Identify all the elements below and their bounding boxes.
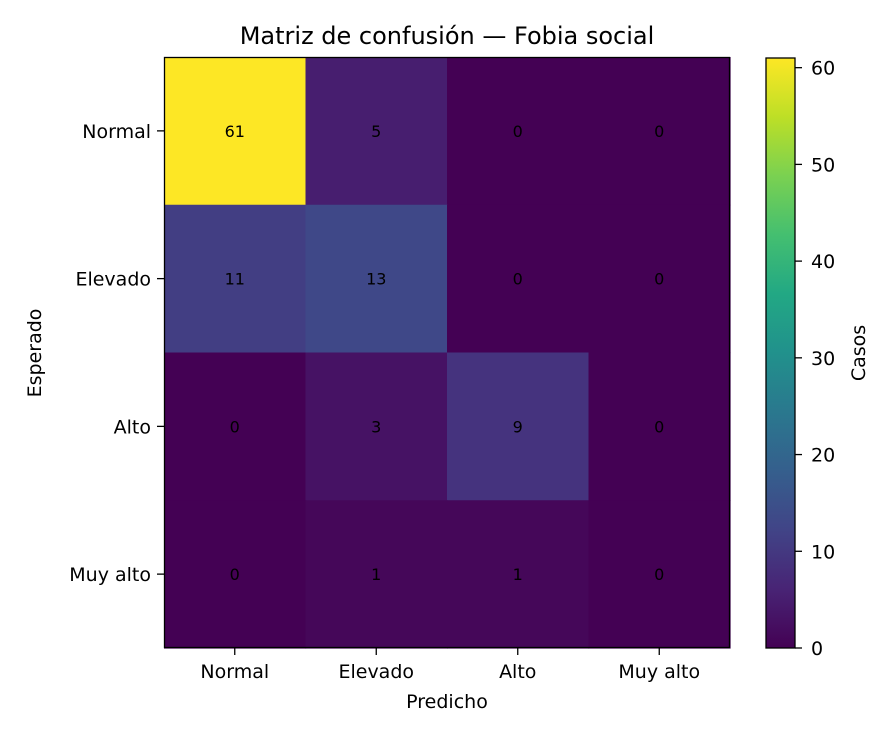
y-tick-label: Muy alto <box>69 564 151 586</box>
heatmap-cell <box>447 57 590 206</box>
colorbar-tick-label: 20 <box>811 445 835 467</box>
cell-value-label: 11 <box>225 270 245 289</box>
heatmap-cell <box>447 352 590 501</box>
heatmap-cell <box>164 352 307 501</box>
heatmap-cell <box>305 57 448 206</box>
heatmap-cell <box>588 57 731 206</box>
heatmap-cell <box>588 352 731 501</box>
heatmap-cell <box>305 352 448 501</box>
cell-value-label: 1 <box>513 565 523 584</box>
colorbar-tick-label: 30 <box>811 348 835 370</box>
colorbar <box>766 58 795 648</box>
plot-frame <box>163 56 731 649</box>
cell-value-label: 0 <box>654 270 664 289</box>
colorbar-tick-label: 0 <box>811 638 823 660</box>
x-tick-label: Alto <box>499 661 536 683</box>
y-tick-label: Alto <box>114 416 151 438</box>
colorbar-frame <box>765 57 796 649</box>
chart-title: Matriz de confusión — Fobia social <box>240 22 655 50</box>
colorbar-label: Casos <box>848 325 870 381</box>
cell-value-label: 0 <box>513 270 523 289</box>
colorbar-tick-label: 10 <box>811 541 835 563</box>
heatmap-cell <box>305 500 448 649</box>
heatmap-cells <box>164 57 731 649</box>
heatmap-cell <box>447 204 590 354</box>
heatmap-cell <box>447 500 590 649</box>
cell-value-label: 0 <box>654 417 664 436</box>
cell-value-label: 61 <box>225 122 245 141</box>
x-tick-label: Muy alto <box>618 661 700 683</box>
x-axis: Normal Elevado Alto Muy alto <box>200 648 700 683</box>
colorbar-tick-label: 40 <box>811 251 835 273</box>
y-axis: Normal Elevado Alto Muy alto <box>69 121 164 586</box>
cell-value-labels: 61 5 0 011 13 0 00 3 9 00 1 1 0 <box>225 122 665 584</box>
x-tick-label: Elevado <box>338 661 414 683</box>
y-tick-label: Elevado <box>75 269 151 291</box>
colorbar-tick-label: 60 <box>811 58 835 80</box>
x-axis-label: Predicho <box>406 691 488 713</box>
heatmap-cell <box>588 204 731 354</box>
colorbar-tick-label: 50 <box>811 154 835 176</box>
heatmap-cell <box>588 500 731 649</box>
y-axis-label: Esperado <box>24 309 46 398</box>
cell-value-label: 0 <box>230 565 240 584</box>
y-tick-label: Normal <box>82 121 151 143</box>
heatmap-cell <box>164 204 307 354</box>
x-tick-label: Normal <box>200 661 269 683</box>
cell-value-label: 0 <box>654 565 664 584</box>
cell-value-label: 1 <box>371 565 381 584</box>
cell-value-label: 0 <box>513 122 523 141</box>
heatmap-cell <box>164 57 307 206</box>
heatmap-cell <box>305 204 448 354</box>
cell-value-label: 13 <box>366 270 386 289</box>
cell-value-label: 0 <box>654 122 664 141</box>
colorbar-ticks: 0 10 20 30 40 50 60 <box>795 58 835 660</box>
cell-value-label: 5 <box>371 122 381 141</box>
cell-value-label: 9 <box>513 417 523 436</box>
heatmap-cell <box>164 500 307 649</box>
cell-value-label: 0 <box>230 417 240 436</box>
cell-value-label: 3 <box>371 417 381 436</box>
